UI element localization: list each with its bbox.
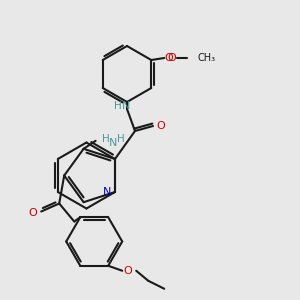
Text: O: O <box>165 53 174 63</box>
Text: H: H <box>117 134 124 144</box>
Text: N: N <box>103 187 111 197</box>
Text: O: O <box>29 208 38 218</box>
Text: N: N <box>108 138 117 148</box>
Text: H: H <box>114 101 122 111</box>
Text: O: O <box>157 121 165 131</box>
Text: CH₃: CH₃ <box>197 53 215 63</box>
Text: O: O <box>124 266 133 276</box>
Text: O: O <box>168 53 177 63</box>
Text: H: H <box>102 134 110 144</box>
Text: N: N <box>122 101 130 111</box>
